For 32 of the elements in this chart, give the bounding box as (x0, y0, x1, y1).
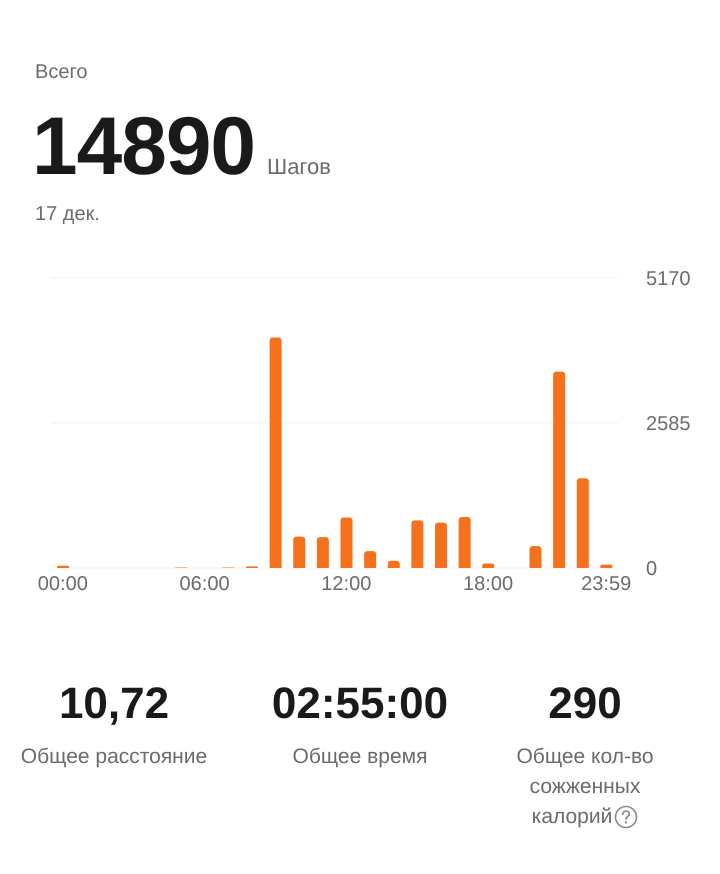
bar (458, 516, 471, 568)
y-tick-label: 0 (646, 558, 658, 580)
bar (411, 520, 424, 568)
text: 17 дек. (35, 203, 100, 226)
text: 290 (547, 678, 623, 730)
chart-subtitle: Всего (35, 61, 88, 84)
x-tick-label: 18:00 (463, 573, 514, 596)
text: 10,72 (58, 678, 170, 730)
x-tick-label: 00:00 (38, 573, 88, 596)
bar (316, 537, 329, 568)
bar (364, 551, 376, 568)
bar (530, 546, 542, 568)
x-tick-label: 12:00 (321, 573, 372, 596)
y-tick-label: 2585 (646, 413, 690, 436)
y-tick-label: 5170 (646, 268, 690, 290)
chart-title: 14890 (32, 100, 256, 194)
text: Общее кол-во сожженных калорий (515, 744, 655, 830)
x-tick-label: 23:59 (581, 573, 632, 596)
bar (553, 372, 566, 568)
text: 02:55:00 (270, 678, 450, 730)
bar (600, 564, 612, 568)
bar (293, 536, 306, 568)
bar (340, 518, 352, 568)
text: Шагов (267, 154, 331, 180)
bar (435, 522, 447, 568)
bar (576, 478, 589, 568)
bar (482, 564, 494, 568)
x-tick-label: 06:00 (180, 573, 230, 596)
bar (270, 337, 282, 568)
text: Общее время (292, 744, 428, 770)
text: Общее расстояние (20, 744, 208, 770)
bar (388, 560, 400, 568)
